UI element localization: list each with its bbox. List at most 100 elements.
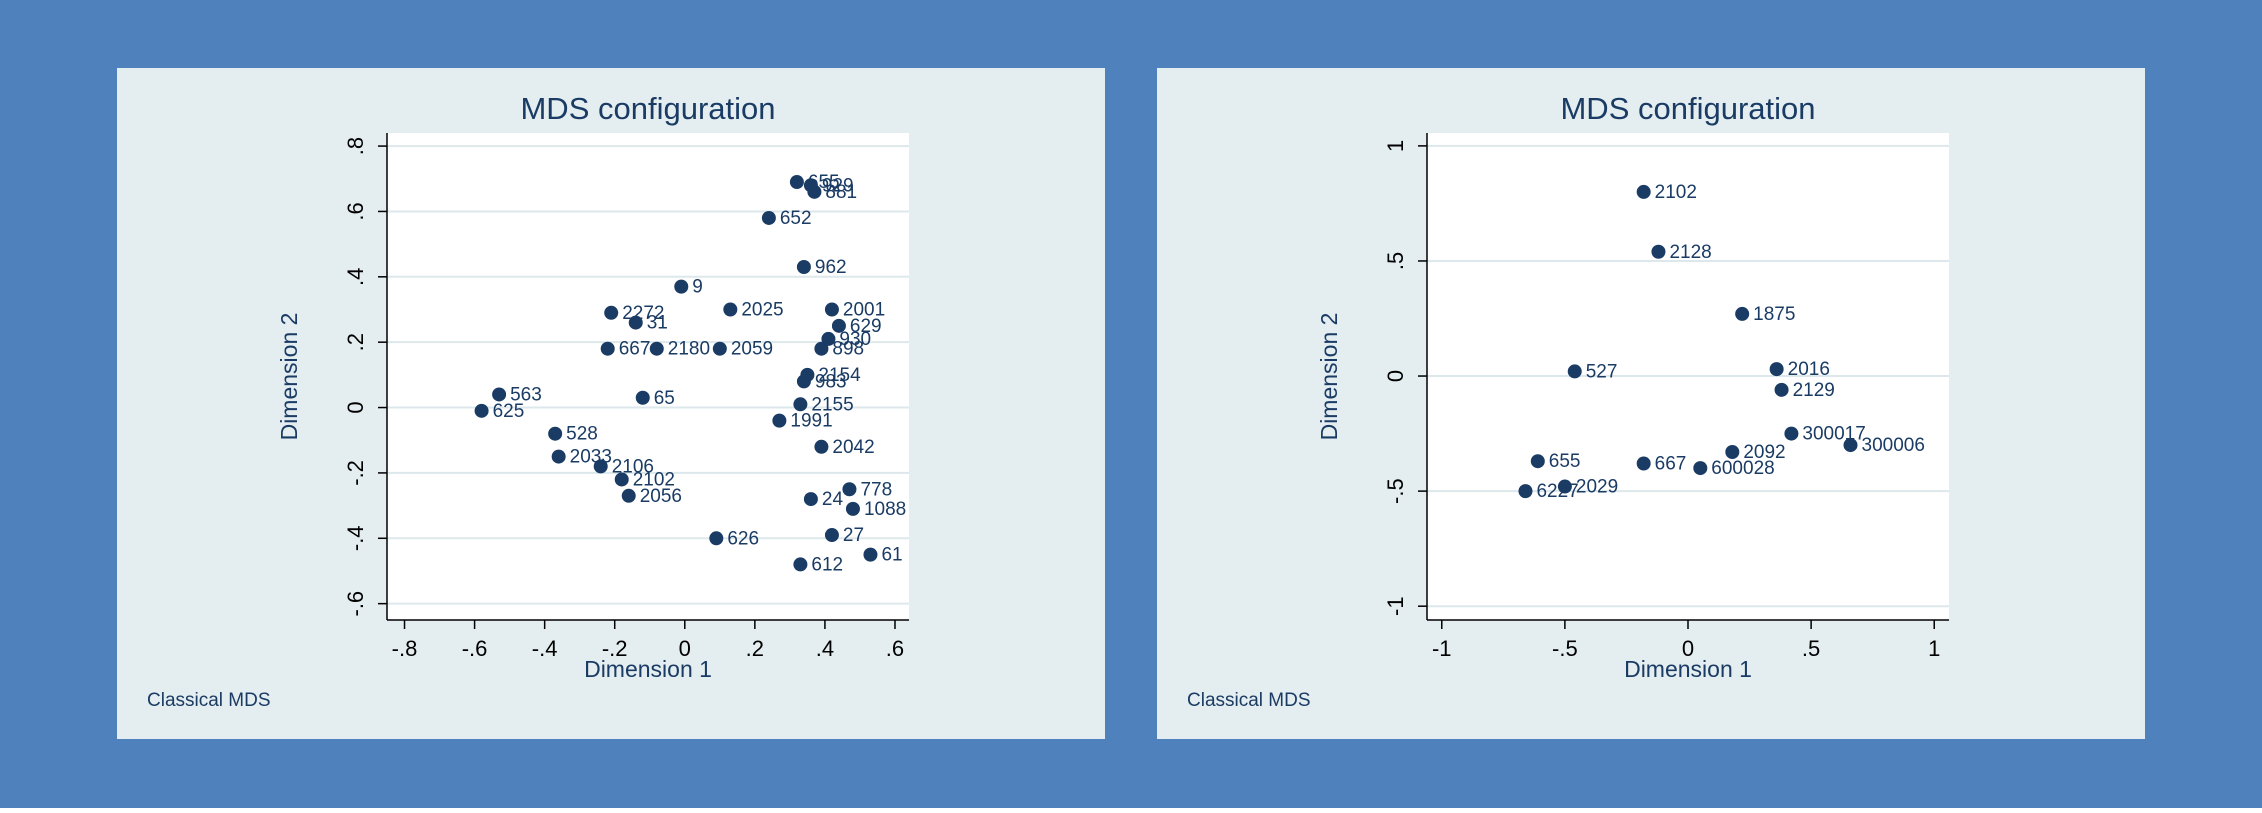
point-label: 2029 bbox=[1576, 477, 1618, 498]
point bbox=[814, 341, 829, 356]
y-axis-title: Dimension 2 bbox=[276, 313, 302, 441]
y-tick-label: 1 bbox=[1383, 140, 1408, 152]
y-tick-label: .5 bbox=[1383, 252, 1408, 270]
point-label: 898 bbox=[832, 339, 864, 360]
point-label: 629 bbox=[850, 316, 882, 337]
x-tick-label: 0 bbox=[1682, 636, 1694, 661]
point-label: 625 bbox=[493, 401, 525, 422]
point-label: 667 bbox=[619, 339, 651, 360]
point bbox=[551, 449, 566, 464]
point-label: 24 bbox=[822, 489, 844, 510]
x-tick-label: .5 bbox=[1802, 636, 1820, 661]
y-tick-label: .2 bbox=[343, 333, 368, 351]
point bbox=[824, 528, 839, 543]
point-label: 2106 bbox=[612, 456, 654, 477]
x-tick-label: -.8 bbox=[392, 636, 418, 661]
point-label: 2033 bbox=[570, 447, 612, 468]
chart-title: MDS configuration bbox=[520, 91, 775, 126]
y-tick-label: 0 bbox=[1383, 370, 1408, 382]
point bbox=[474, 403, 489, 418]
point-label: 2056 bbox=[640, 486, 682, 507]
point bbox=[548, 426, 563, 441]
point bbox=[723, 302, 738, 317]
point-label: 2016 bbox=[1788, 359, 1830, 380]
point bbox=[789, 175, 804, 190]
y-tick-label: -.5 bbox=[1383, 478, 1408, 504]
point bbox=[621, 488, 636, 503]
point bbox=[1784, 426, 1799, 441]
point bbox=[796, 374, 811, 389]
point bbox=[600, 341, 615, 356]
point bbox=[604, 305, 619, 320]
x-tick-label: -.6 bbox=[462, 636, 488, 661]
point-label: 962 bbox=[815, 257, 847, 278]
point-label: 2155 bbox=[811, 394, 853, 415]
x-tick-label: .6 bbox=[886, 636, 904, 661]
x-tick-label: 0 bbox=[679, 636, 691, 661]
point bbox=[1774, 382, 1789, 397]
point-label: 65 bbox=[654, 388, 675, 409]
chart-title: MDS configuration bbox=[1560, 91, 1815, 126]
point-label: 31 bbox=[647, 313, 668, 334]
point bbox=[1769, 362, 1784, 377]
point bbox=[674, 279, 689, 294]
x-tick-label: -1 bbox=[1432, 636, 1452, 661]
point-label: 1088 bbox=[864, 499, 906, 520]
point-label: 2059 bbox=[731, 339, 773, 360]
point bbox=[821, 331, 836, 346]
y-tick-label: -.2 bbox=[343, 460, 368, 486]
point bbox=[649, 341, 664, 356]
point bbox=[1843, 438, 1858, 453]
point bbox=[492, 387, 507, 402]
point-label: 2102 bbox=[1655, 182, 1697, 203]
point bbox=[796, 260, 811, 275]
point bbox=[807, 184, 822, 199]
point-label: 2102 bbox=[633, 469, 675, 490]
x-tick-label: -.4 bbox=[532, 636, 558, 661]
point bbox=[1567, 364, 1582, 379]
point-label: 563 bbox=[510, 384, 542, 405]
point-label: 612 bbox=[811, 554, 843, 575]
point-label: 778 bbox=[860, 479, 892, 500]
point-label: 2129 bbox=[1793, 380, 1835, 401]
point bbox=[824, 302, 839, 317]
point bbox=[635, 390, 650, 405]
x-tick-label: .4 bbox=[816, 636, 834, 661]
point bbox=[803, 492, 818, 507]
point-label: 6227 bbox=[1536, 481, 1578, 502]
point-label: 1875 bbox=[1753, 304, 1795, 325]
point bbox=[614, 472, 629, 487]
y-axis-title: Dimension 2 bbox=[1316, 313, 1342, 441]
y-tick-label: .4 bbox=[343, 268, 368, 286]
point-label: 2042 bbox=[832, 437, 874, 458]
point bbox=[831, 318, 846, 333]
point-label: 655 bbox=[1549, 451, 1581, 472]
point-label: 881 bbox=[825, 182, 857, 203]
point bbox=[863, 547, 878, 562]
x-tick-label: 1 bbox=[1928, 636, 1940, 661]
x-tick-label: -.5 bbox=[1552, 636, 1578, 661]
point-label: 27 bbox=[843, 525, 864, 546]
point-label: 2025 bbox=[741, 300, 783, 321]
point-label: 626 bbox=[727, 528, 759, 549]
point-label: 61 bbox=[881, 545, 902, 566]
point bbox=[772, 413, 787, 428]
point bbox=[761, 210, 776, 225]
point-label: 2180 bbox=[668, 339, 710, 360]
point-label: 2092 bbox=[1743, 442, 1785, 463]
point-label: 652 bbox=[780, 208, 812, 229]
y-tick-label: .8 bbox=[343, 137, 368, 155]
point-label: 2001 bbox=[843, 300, 885, 321]
point bbox=[1530, 454, 1545, 469]
point-label: 527 bbox=[1586, 361, 1618, 382]
note: Classical MDS bbox=[147, 690, 271, 711]
y-tick-label: .6 bbox=[343, 202, 368, 220]
point bbox=[1636, 184, 1651, 199]
point bbox=[1725, 444, 1740, 459]
point-label: 929 bbox=[822, 175, 854, 196]
point bbox=[1557, 479, 1572, 494]
point-label: 9 bbox=[692, 277, 703, 298]
point bbox=[845, 501, 860, 516]
